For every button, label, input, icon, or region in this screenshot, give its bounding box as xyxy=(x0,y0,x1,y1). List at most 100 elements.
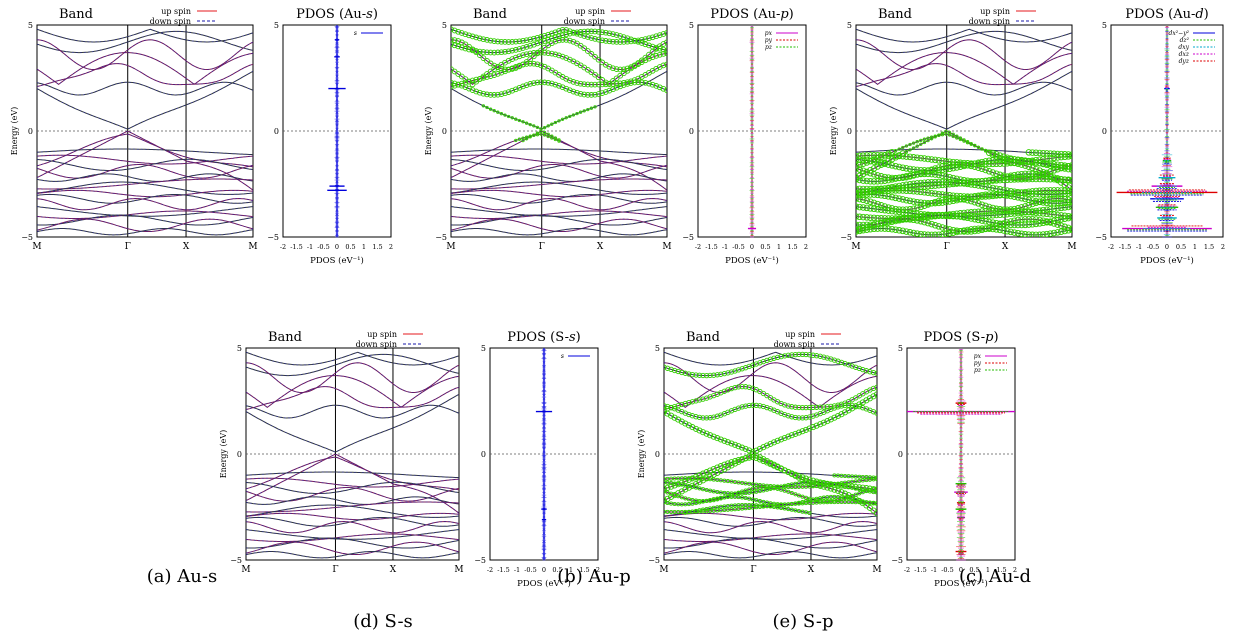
weight-marker xyxy=(763,442,771,449)
weight-marker xyxy=(951,134,955,139)
weight-marker xyxy=(1050,167,1058,174)
weight-marker xyxy=(548,50,555,57)
weight-marker xyxy=(806,476,813,483)
weight-marker xyxy=(946,230,953,237)
weight-marker xyxy=(1054,176,1061,183)
kpoint-label: M xyxy=(454,565,463,575)
weight-marker xyxy=(856,166,863,173)
weight-marker xyxy=(779,487,784,492)
weight-marker xyxy=(563,55,570,61)
kpoint-label: Γ xyxy=(944,242,950,252)
weight-marker xyxy=(1061,153,1069,161)
pdos-x-tick-label: -1 xyxy=(722,243,728,251)
band-ylabel: Energy (eV) xyxy=(637,430,646,479)
pdos-x-tick-label: 0 xyxy=(542,566,546,574)
weight-marker xyxy=(1061,227,1069,235)
weight-marker xyxy=(982,166,989,174)
weight-marker xyxy=(1065,203,1072,211)
weight-marker xyxy=(906,165,914,173)
weight-marker xyxy=(953,179,961,187)
band-curve xyxy=(37,30,253,54)
weight-marker xyxy=(863,152,871,159)
band-curve-down xyxy=(451,159,667,171)
weight-marker xyxy=(602,38,609,44)
weight-marker xyxy=(793,492,798,497)
weight-marker xyxy=(707,372,713,379)
weight-marker xyxy=(484,91,490,98)
band-curve-down xyxy=(37,164,253,179)
weight-marker xyxy=(864,489,869,494)
weight-marker xyxy=(888,225,896,233)
weight-marker xyxy=(676,494,681,499)
weight-marker xyxy=(1000,211,1007,218)
pdos-y-tick-label: 0 xyxy=(481,450,486,459)
weight-marker xyxy=(967,215,975,222)
weight-marker xyxy=(458,82,465,89)
weight-marker xyxy=(863,226,871,233)
weight-marker xyxy=(946,226,953,233)
weight-marker xyxy=(969,142,973,146)
weight-marker xyxy=(664,61,667,68)
weight-marker xyxy=(455,28,462,35)
weight-marker xyxy=(1057,204,1065,212)
weight-marker xyxy=(874,475,877,480)
weight-marker xyxy=(514,117,518,121)
weight-marker xyxy=(556,37,562,44)
weight-marker xyxy=(476,48,483,55)
pdos-legend-label: px xyxy=(765,30,773,37)
weight-marker xyxy=(917,230,925,237)
weight-marker xyxy=(917,203,925,211)
weight-marker xyxy=(595,28,602,35)
weight-marker xyxy=(664,485,668,492)
weight-marker xyxy=(708,497,713,503)
pdos-y-tick-label: 0 xyxy=(274,127,279,136)
weight-marker xyxy=(502,48,508,55)
weight-marker xyxy=(859,177,867,184)
band-curve-down xyxy=(246,541,459,555)
weight-marker xyxy=(906,229,914,236)
band-curve-down xyxy=(451,81,667,96)
weight-marker xyxy=(931,222,939,229)
weight-marker xyxy=(675,490,682,497)
band-curve-down xyxy=(37,214,253,226)
weight-marker xyxy=(631,77,638,83)
weight-marker xyxy=(975,227,982,234)
pdos-y-tick-label: −5 xyxy=(891,556,903,565)
weight-marker xyxy=(960,213,968,221)
weight-marker xyxy=(917,188,925,196)
weight-marker xyxy=(642,54,649,61)
weight-marker xyxy=(1068,187,1072,195)
weight-marker xyxy=(838,359,845,366)
weight-marker xyxy=(509,87,516,94)
weight-marker xyxy=(1043,230,1051,237)
band-curve xyxy=(246,487,459,502)
band-curve-down xyxy=(37,159,253,171)
weight-marker xyxy=(928,220,935,228)
weight-marker xyxy=(703,372,710,379)
band-curve-down xyxy=(451,164,667,179)
weight-marker xyxy=(668,405,674,411)
weight-marker xyxy=(509,39,516,45)
weight-marker xyxy=(863,368,870,374)
weight-marker xyxy=(899,173,907,181)
weight-marker xyxy=(1054,190,1061,198)
weight-marker xyxy=(530,35,537,42)
weight-marker xyxy=(570,79,577,85)
weight-marker xyxy=(982,158,989,165)
pdos-curves xyxy=(1116,25,1218,238)
weight-marker xyxy=(1003,207,1011,215)
weight-marker xyxy=(931,156,939,164)
weight-marker xyxy=(1032,220,1040,228)
weight-marker xyxy=(724,460,731,467)
weight-marker xyxy=(985,168,993,175)
weight-marker xyxy=(1036,231,1043,237)
weight-marker xyxy=(893,148,898,153)
weight-marker xyxy=(498,38,505,45)
weight-marker xyxy=(799,474,806,481)
weight-marker xyxy=(690,484,695,489)
band-curve-down xyxy=(246,501,459,513)
band-curve-down xyxy=(451,52,667,85)
weight-marker xyxy=(653,53,660,59)
weight-marker xyxy=(1057,153,1065,161)
weight-marker xyxy=(906,206,914,213)
